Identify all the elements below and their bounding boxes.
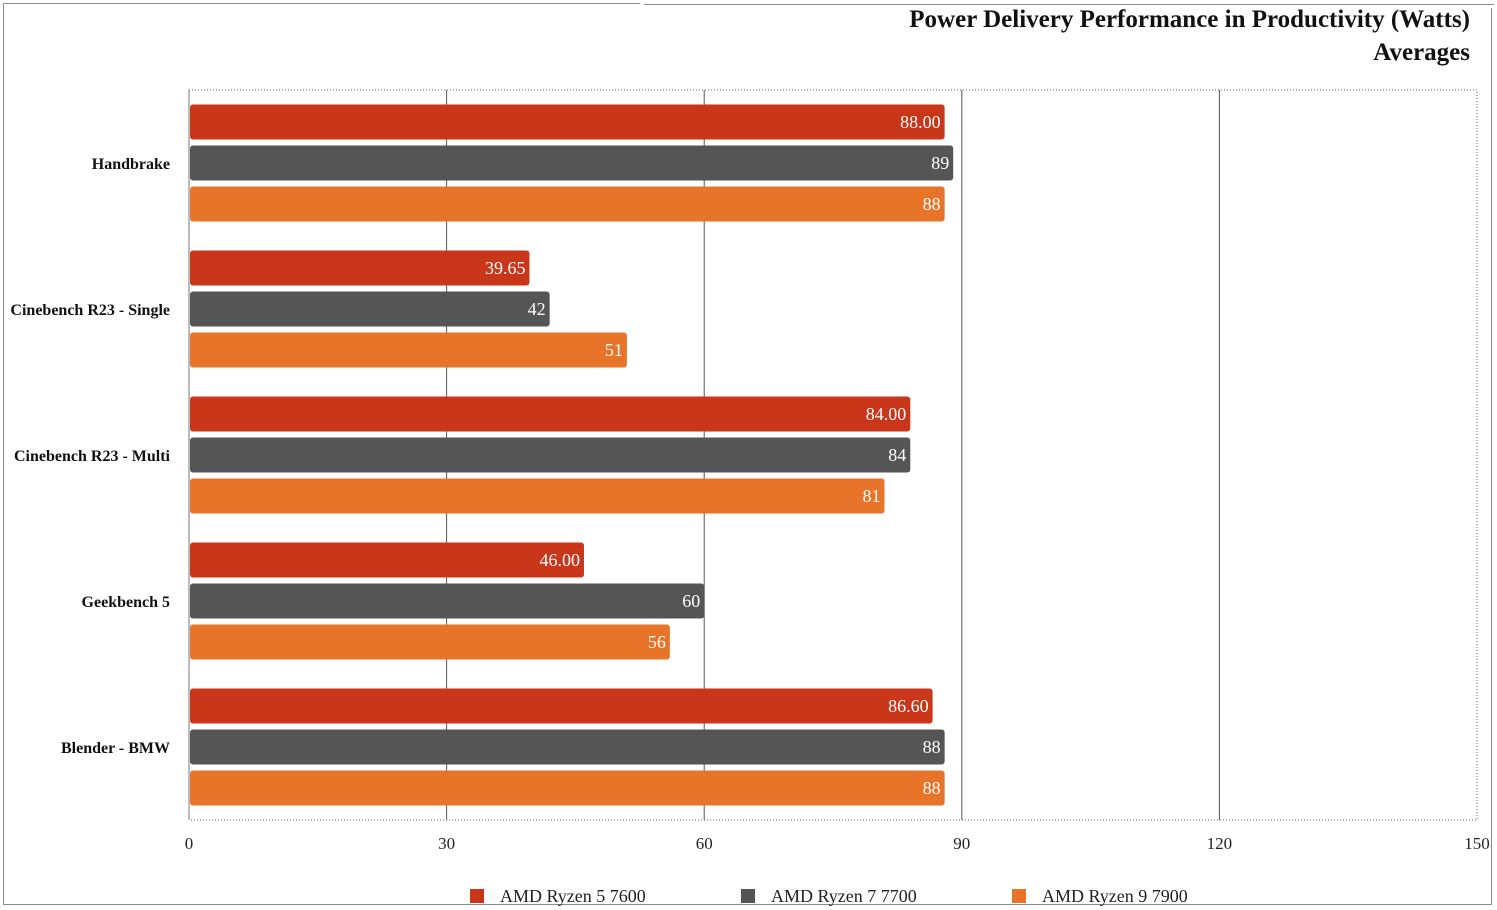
category-label-handbrake: Handbrake <box>92 156 170 173</box>
x-tick-label-90: 90 <box>953 834 970 853</box>
bar-geekbench-5-amd-ryzen-5-7600 <box>190 542 584 578</box>
bar-handbrake-amd-ryzen-9-7900 <box>190 186 945 222</box>
data-label-handbrake-amd-ryzen-9-7900: 88 <box>923 194 941 214</box>
data-label-geekbench-5-amd-ryzen-5-7600: 46.00 <box>539 550 580 570</box>
data-label-cinebench-r23-multi-amd-ryzen-7-7700: 84 <box>888 445 906 465</box>
x-tick-label-150: 150 <box>1464 834 1490 853</box>
legend-item-ryzen7: AMD Ryzen 7 7700 <box>741 884 917 908</box>
data-label-cinebench-r23-multi-amd-ryzen-5-7600: 84.00 <box>866 404 907 424</box>
data-label-cinebench-r23-multi-amd-ryzen-9-7900: 81 <box>863 486 881 506</box>
x-tick-label-60: 60 <box>696 834 713 853</box>
legend-swatch-ryzen5 <box>470 889 484 903</box>
data-label-geekbench-5-amd-ryzen-9-7900: 56 <box>648 632 666 652</box>
legend-item-ryzen5: AMD Ryzen 5 7600 <box>470 884 646 908</box>
data-label-cinebench-r23-single-amd-ryzen-9-7900: 51 <box>605 340 623 360</box>
bar-cinebench-r23-single-amd-ryzen-9-7900 <box>190 332 627 368</box>
bar-geekbench-5-amd-ryzen-9-7900 <box>190 624 670 660</box>
data-label-blender-bmw-amd-ryzen-9-7900: 88 <box>923 778 941 798</box>
legend-label-ryzen7: AMD Ryzen 7 7700 <box>771 885 917 906</box>
data-label-handbrake-amd-ryzen-5-7600: 88.00 <box>900 112 941 132</box>
bar-blender-bmw-amd-ryzen-9-7900 <box>190 770 945 806</box>
data-label-cinebench-r23-single-amd-ryzen-7-7700: 42 <box>528 299 546 319</box>
chart-subtitle: Averages <box>1373 39 1470 66</box>
bar-cinebench-r23-multi-amd-ryzen-5-7600 <box>190 396 911 432</box>
x-tick-label-0: 0 <box>185 834 194 853</box>
legend-label-ryzen9: AMD Ryzen 9 7900 <box>1042 885 1188 906</box>
legend-item-ryzen9: AMD Ryzen 9 7900 <box>1012 884 1188 908</box>
category-label-blender-bmw: Blender - BMW <box>61 740 170 757</box>
data-label-blender-bmw-amd-ryzen-5-7600: 86.60 <box>888 696 929 716</box>
bar-cinebench-r23-multi-amd-ryzen-9-7900 <box>190 478 885 514</box>
bar-cinebench-r23-single-amd-ryzen-5-7600 <box>190 250 530 286</box>
category-label-geekbench-5: Geekbench 5 <box>82 594 170 611</box>
bar-handbrake-amd-ryzen-7-7700 <box>190 145 954 181</box>
bar-cinebench-r23-single-amd-ryzen-7-7700 <box>190 291 550 327</box>
category-label-cinebench-r23-single: Cinebench R23 - Single <box>10 302 170 319</box>
chart-title: Power Delivery Performance in Productivi… <box>909 6 1470 33</box>
bar-geekbench-5-amd-ryzen-7-7700 <box>190 583 705 619</box>
data-label-blender-bmw-amd-ryzen-7-7700: 88 <box>923 737 941 757</box>
bar-handbrake-amd-ryzen-5-7600 <box>190 104 945 140</box>
legend-swatch-ryzen9 <box>1012 889 1026 903</box>
bar-cinebench-r23-multi-amd-ryzen-7-7700 <box>190 437 911 473</box>
title-rule <box>644 4 1494 5</box>
legend-label-ryzen5: AMD Ryzen 5 7600 <box>500 885 646 906</box>
bar-blender-bmw-amd-ryzen-7-7700 <box>190 729 945 765</box>
legend-swatch-ryzen7 <box>741 889 755 903</box>
plot-area <box>188 89 1478 821</box>
data-label-geekbench-5-amd-ryzen-7-7700: 60 <box>682 591 700 611</box>
category-label-cinebench-r23-multi: Cinebench R23 - Multi <box>14 448 171 465</box>
x-tick-label-120: 120 <box>1207 834 1233 853</box>
bar-blender-bmw-amd-ryzen-5-7600 <box>190 688 933 724</box>
x-tick-label-30: 30 <box>438 834 455 853</box>
data-label-cinebench-r23-single-amd-ryzen-5-7600: 39.65 <box>485 258 526 278</box>
data-label-handbrake-amd-ryzen-7-7700: 89 <box>931 153 949 173</box>
